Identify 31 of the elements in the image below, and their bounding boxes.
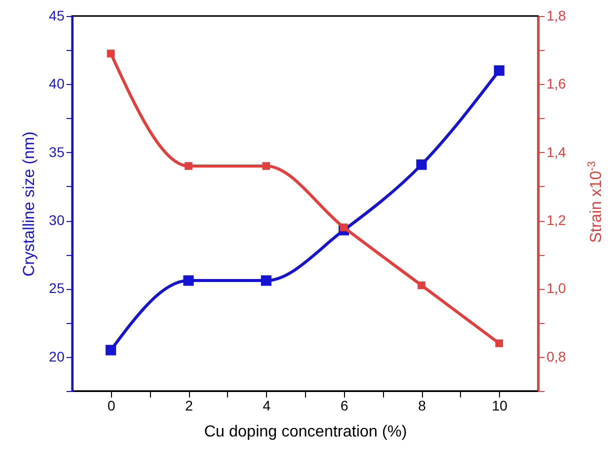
point	[416, 159, 427, 170]
point	[260, 275, 272, 286]
y-tick-label: 30	[48, 212, 65, 228]
y-tick-label: 25	[48, 280, 65, 296]
x-tick-label: 8	[418, 398, 426, 414]
point	[262, 162, 270, 170]
x-tick-label: 10	[492, 398, 508, 414]
point	[184, 162, 192, 170]
y2-tick-label: 1,6	[546, 76, 566, 92]
point	[418, 281, 426, 290]
x-tick-label: 0	[107, 398, 116, 414]
y-tick-label: 45	[48, 8, 65, 24]
y2-tick-label: 0,8	[546, 348, 566, 364]
y-tick-label: 35	[48, 144, 65, 160]
point	[494, 65, 504, 76]
point	[340, 223, 348, 232]
y2-tick-label: 1,4	[546, 144, 566, 160]
x-tick-label: 6	[340, 398, 348, 414]
y2-tick-label: 1,0	[546, 280, 566, 296]
y-axis-title: Crystalline size (nm)	[20, 132, 38, 276]
x-tick-label: 4	[262, 398, 271, 414]
y2-tick-label: 1,2	[546, 212, 566, 228]
x-tick-label: 2	[185, 398, 194, 414]
y-tick-label: 20	[48, 348, 65, 364]
point	[495, 339, 504, 348]
y-tick-label: 40	[48, 76, 65, 92]
x-axis-title: Cu doping concentration (%)	[204, 424, 407, 440]
point	[183, 275, 194, 286]
y2-tick-label: 1,8	[546, 8, 566, 24]
point	[106, 344, 116, 356]
point	[106, 50, 115, 58]
